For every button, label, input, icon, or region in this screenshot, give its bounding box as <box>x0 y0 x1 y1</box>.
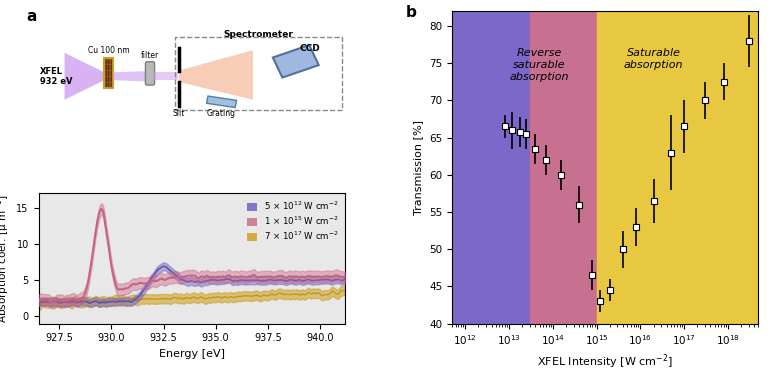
Text: Grating: Grating <box>207 109 236 118</box>
Text: Saturable
absorption: Saturable absorption <box>624 48 683 70</box>
Polygon shape <box>113 71 147 81</box>
FancyBboxPatch shape <box>273 45 319 77</box>
Text: Cu 100 nm: Cu 100 nm <box>88 46 129 55</box>
Polygon shape <box>152 72 178 80</box>
FancyBboxPatch shape <box>146 62 155 85</box>
X-axis label: XFEL Intensity [W cm$^{-2}$]: XFEL Intensity [W cm$^{-2}$] <box>537 353 673 371</box>
Text: CCD: CCD <box>300 44 320 54</box>
Bar <box>452 11 530 324</box>
Bar <box>530 11 597 324</box>
Y-axis label: Transmission [%]: Transmission [%] <box>413 120 424 215</box>
Bar <box>597 11 758 324</box>
Text: Reverse
saturable
absorption: Reverse saturable absorption <box>510 48 569 81</box>
Text: b: b <box>406 5 417 20</box>
Polygon shape <box>179 50 253 100</box>
Legend: 5 × 10$^{12}$ W cm$^{-2}$, 1 × 10$^{15}$ W cm$^{-2}$, 7 × 10$^{17}$ W cm$^{-2}$: 5 × 10$^{12}$ W cm$^{-2}$, 1 × 10$^{15}$… <box>245 198 340 244</box>
FancyBboxPatch shape <box>105 58 113 88</box>
Text: filter: filter <box>141 51 159 60</box>
Text: Spectrometer: Spectrometer <box>223 30 293 39</box>
Text: XFEL
932 eV: XFEL 932 eV <box>40 67 72 86</box>
Y-axis label: Absorption coef. [μ m$^{-1}$]: Absorption coef. [μ m$^{-1}$] <box>0 194 11 323</box>
Bar <box>206 96 236 108</box>
Polygon shape <box>65 53 105 100</box>
Text: Slit: Slit <box>172 109 185 118</box>
X-axis label: Energy [eV]: Energy [eV] <box>159 349 225 359</box>
Text: a: a <box>26 9 37 23</box>
